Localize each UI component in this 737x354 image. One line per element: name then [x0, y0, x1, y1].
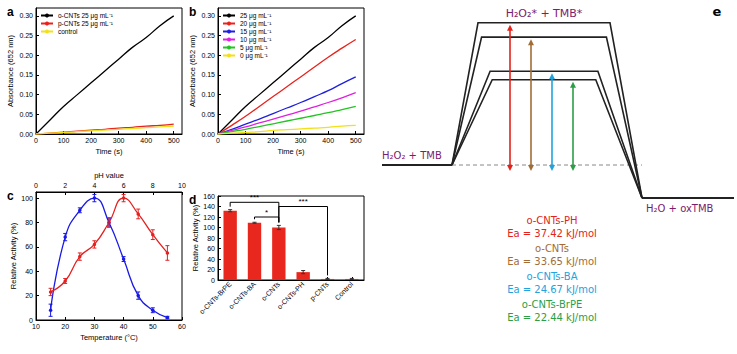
- svg-text:60: 60: [178, 323, 186, 330]
- svg-text:40: 40: [25, 268, 33, 275]
- svg-text:Relative Activity (%): Relative Activity (%): [9, 222, 18, 289]
- svg-text:Ea = 24.67 kJ/mol: Ea = 24.67 kJ/mol: [507, 284, 597, 295]
- svg-text:0.05: 0.05: [201, 111, 215, 118]
- svg-text:50: 50: [149, 323, 157, 330]
- svg-text:100: 100: [203, 224, 215, 231]
- svg-text:2: 2: [63, 182, 67, 189]
- svg-text:Temperature (°C): Temperature (°C): [80, 333, 138, 342]
- svg-text:60: 60: [25, 243, 33, 250]
- svg-text:10: 10: [32, 323, 40, 330]
- svg-text:Absorbance (652 nm): Absorbance (652 nm): [188, 34, 197, 107]
- svg-text:100: 100: [240, 137, 252, 144]
- svg-text:Ea = 37.42 kJ/mol: Ea = 37.42 kJ/mol: [507, 228, 597, 239]
- svg-text:8: 8: [151, 182, 155, 189]
- svg-text:H₂O₂* + TMB*: H₂O₂* + TMB*: [506, 7, 583, 20]
- svg-text:0.10: 0.10: [201, 91, 215, 98]
- svg-text:200: 200: [85, 137, 97, 144]
- svg-text:4: 4: [92, 182, 96, 189]
- svg-text:Time (s): Time (s): [277, 147, 305, 156]
- svg-text:o-CNTs-PH: o-CNTs-PH: [526, 215, 577, 226]
- svg-text:400: 400: [140, 137, 152, 144]
- svg-text:400: 400: [322, 137, 334, 144]
- svg-text:o-CNTs 25 μg mL⁻¹: o-CNTs 25 μg mL⁻¹: [58, 12, 114, 20]
- svg-text:0.15: 0.15: [19, 71, 33, 78]
- svg-text:o-CNTs-BA: o-CNTs-BA: [227, 280, 257, 310]
- svg-text:0.20: 0.20: [201, 52, 215, 59]
- svg-text:40: 40: [207, 256, 215, 263]
- svg-text:0: 0: [34, 137, 38, 144]
- svg-text:500: 500: [168, 137, 180, 144]
- svg-text:25 μg mL⁻¹: 25 μg mL⁻¹: [240, 12, 272, 20]
- svg-text:20: 20: [25, 292, 33, 299]
- svg-text:80: 80: [207, 235, 215, 242]
- svg-text:*: *: [265, 208, 268, 217]
- svg-text:60: 60: [207, 245, 215, 252]
- svg-text:0: 0: [29, 316, 33, 324]
- svg-text:0.30: 0.30: [19, 12, 33, 19]
- svg-text:0 μg mL⁻¹: 0 μg mL⁻¹: [240, 52, 269, 60]
- svg-text:o-CNTs-BrPE: o-CNTs-BrPE: [522, 299, 583, 310]
- svg-text:6: 6: [122, 182, 126, 189]
- svg-text:o-CNTs: o-CNTs: [260, 280, 282, 302]
- svg-text:0: 0: [216, 137, 220, 144]
- svg-text:Relative Activity (%): Relative Activity (%): [191, 204, 200, 271]
- svg-text:0.05: 0.05: [19, 111, 33, 118]
- svg-text:10 μg mL⁻¹: 10 μg mL⁻¹: [240, 36, 272, 44]
- svg-text:80: 80: [25, 219, 33, 226]
- svg-text:b: b: [189, 5, 196, 19]
- svg-text:0: 0: [211, 277, 215, 284]
- svg-text:0.25: 0.25: [19, 32, 33, 39]
- svg-text:20: 20: [61, 323, 69, 330]
- svg-text:0: 0: [34, 182, 38, 189]
- svg-text:Absorbance (652 nm): Absorbance (652 nm): [6, 34, 15, 107]
- svg-text:e: e: [713, 4, 722, 19]
- svg-text:o-CNTs-BA: o-CNTs-BA: [527, 271, 578, 282]
- svg-text:40: 40: [120, 323, 128, 330]
- svg-text:***: ***: [298, 197, 307, 206]
- svg-text:100: 100: [21, 195, 33, 202]
- svg-text:120: 120: [203, 214, 215, 221]
- svg-text:20: 20: [207, 266, 215, 273]
- svg-text:0.00: 0.00: [201, 131, 215, 138]
- svg-text:o-CNTs-PH: o-CNTs-PH: [276, 281, 306, 311]
- svg-text:Ea = 33.65 kJ/mol: Ea = 33.65 kJ/mol: [507, 256, 597, 267]
- svg-text:Time (s): Time (s): [95, 147, 123, 156]
- svg-text:5 μg mL⁻¹: 5 μg mL⁻¹: [240, 44, 269, 52]
- svg-text:Ea = 22.44 kJ/mol: Ea = 22.44 kJ/mol: [507, 312, 597, 323]
- svg-text:10: 10: [178, 182, 186, 189]
- svg-text:pH value: pH value: [94, 171, 124, 180]
- svg-text:0.15: 0.15: [201, 71, 215, 78]
- svg-text:H₂O + oxTMB: H₂O + oxTMB: [646, 203, 714, 214]
- svg-text:0.30: 0.30: [201, 12, 215, 19]
- svg-text:20 μg mL⁻¹: 20 μg mL⁻¹: [240, 20, 272, 28]
- svg-text:Control: Control: [333, 280, 354, 301]
- svg-text:300: 300: [295, 137, 307, 144]
- svg-text:p-CNTs 25 μg mL⁻¹: p-CNTs 25 μg mL⁻¹: [58, 20, 114, 28]
- svg-text:o-CNTs: o-CNTs: [535, 243, 569, 254]
- svg-text:p-CNTs: p-CNTs: [309, 280, 331, 302]
- svg-text:***: ***: [250, 193, 259, 202]
- svg-text:d: d: [189, 193, 196, 207]
- svg-text:100: 100: [58, 137, 70, 144]
- svg-text:200: 200: [267, 137, 279, 144]
- svg-text:0.20: 0.20: [19, 52, 33, 59]
- svg-text:c: c: [7, 189, 14, 203]
- svg-text:0.25: 0.25: [201, 32, 215, 39]
- svg-text:15 μg mL⁻¹: 15 μg mL⁻¹: [240, 28, 272, 36]
- svg-text:160: 160: [203, 193, 215, 200]
- svg-text:control: control: [58, 28, 78, 35]
- svg-text:a: a: [7, 5, 14, 19]
- svg-text:o-CNTs-BrPE: o-CNTs-BrPE: [198, 280, 233, 315]
- svg-text:0.00: 0.00: [19, 131, 33, 138]
- svg-text:0.10: 0.10: [19, 91, 33, 98]
- svg-text:140: 140: [203, 203, 215, 210]
- svg-text:500: 500: [350, 137, 362, 144]
- svg-text:30: 30: [91, 323, 99, 330]
- svg-text:300: 300: [113, 137, 125, 144]
- svg-text:H₂O₂ + TMB: H₂O₂ + TMB: [382, 150, 442, 161]
